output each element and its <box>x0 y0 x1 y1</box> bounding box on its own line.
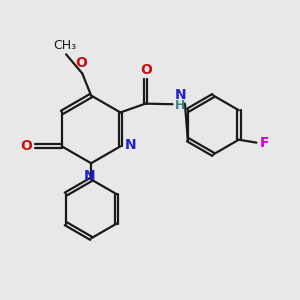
Text: O: O <box>75 56 87 70</box>
Text: N: N <box>84 169 95 182</box>
Text: CH₃: CH₃ <box>53 39 76 52</box>
Text: N: N <box>124 138 136 152</box>
Text: O: O <box>20 139 32 153</box>
Text: H: H <box>175 100 185 112</box>
Text: O: O <box>140 62 152 76</box>
Text: N: N <box>175 88 187 102</box>
Text: F: F <box>260 136 269 150</box>
